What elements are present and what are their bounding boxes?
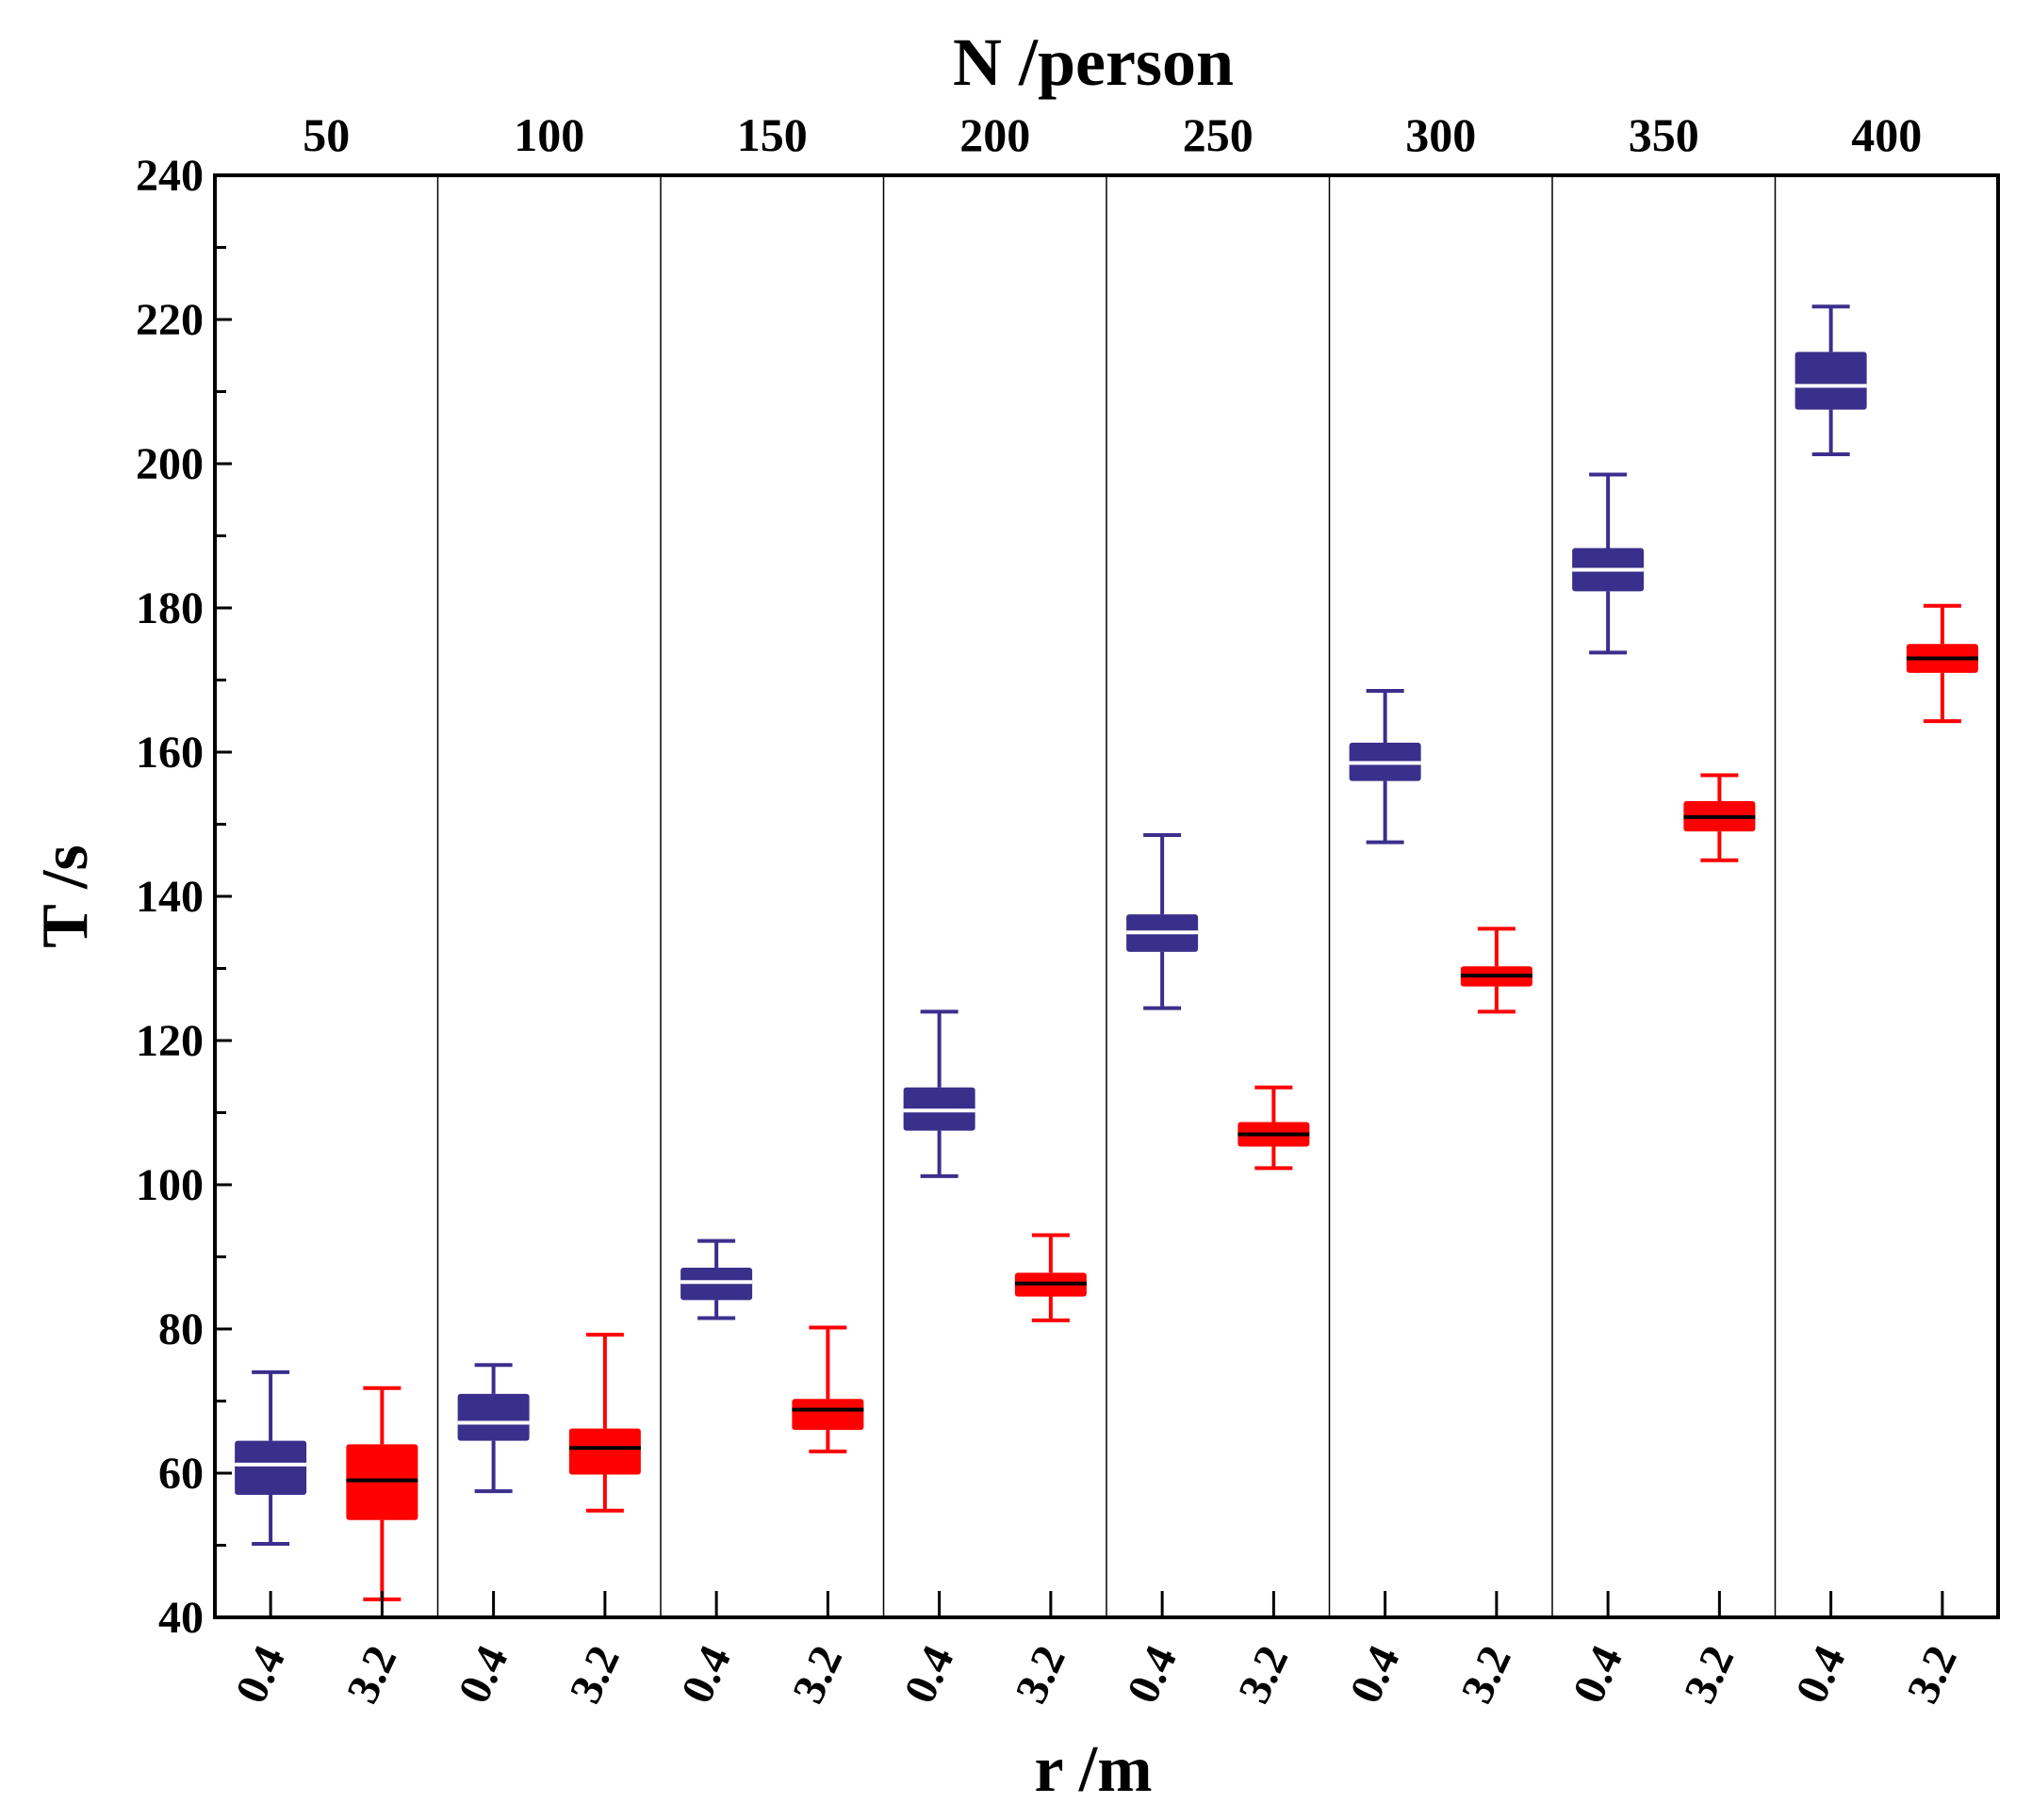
top-group-label: 400 — [1851, 108, 1922, 161]
y-tick-label: 160 — [136, 728, 204, 778]
x-tick-label: 0.4 — [1340, 1638, 1409, 1711]
x-tick-label: 0.4 — [226, 1638, 295, 1711]
top-group-label: 300 — [1405, 108, 1476, 161]
box-iqr — [792, 1399, 864, 1431]
x-tick-label: 0.4 — [449, 1638, 517, 1711]
x-tick-label: 0.4 — [672, 1638, 741, 1711]
y-tick-label: 40 — [158, 1593, 204, 1643]
box-iqr — [235, 1440, 307, 1495]
x-tick-label: 3.2 — [1675, 1638, 1744, 1711]
box-iqr — [568, 1428, 641, 1475]
top-axis-title: N /person — [953, 25, 1234, 100]
boxes — [235, 304, 1978, 1601]
axes — [213, 173, 2000, 1619]
top-group-label: 350 — [1629, 108, 1699, 161]
y-tick-label: 180 — [136, 583, 204, 633]
top-group-label: 100 — [514, 108, 584, 161]
y-axis-title: T /s — [29, 844, 102, 948]
y-tick-label: 200 — [136, 439, 204, 489]
x-tick-label: 0.4 — [894, 1638, 963, 1711]
top-group-label: 250 — [1183, 108, 1254, 161]
y-tick-label: 240 — [136, 151, 204, 201]
y-tick-label: 60 — [158, 1449, 204, 1499]
box-iqr — [457, 1393, 530, 1441]
x-tick-label: 0.4 — [1786, 1638, 1855, 1711]
y-tick-label: 80 — [158, 1304, 204, 1354]
x-tick-label: 0.4 — [1118, 1638, 1187, 1711]
x-axis-title: r /m — [1034, 1733, 1152, 1806]
x-tick-label: 3.2 — [337, 1638, 406, 1711]
group-dividers — [436, 175, 1777, 1617]
y-tick-label: 120 — [136, 1016, 204, 1066]
x-tick-label: 3.2 — [1006, 1638, 1074, 1711]
top-group-label: 200 — [959, 108, 1030, 161]
x-tick-label: 3.2 — [1897, 1638, 1966, 1711]
x-tick-label: 0.4 — [1564, 1638, 1632, 1711]
y-tick-label: 140 — [136, 872, 204, 922]
x-tick-label: 3.2 — [1229, 1638, 1298, 1711]
labels: N /person r /m T /s 40 60 80 100 120 140 160 18… — [29, 25, 1967, 1806]
y-tick-label: 220 — [136, 295, 204, 345]
x-tick-label: 3.2 — [1451, 1638, 1520, 1711]
top-group-label: 150 — [737, 108, 808, 161]
box-iqr — [1794, 352, 1867, 410]
x-tick-label: 3.2 — [560, 1638, 629, 1711]
top-group-label: 50 — [303, 108, 350, 161]
x-tick-label: 3.2 — [783, 1638, 852, 1711]
y-tick-label: 100 — [136, 1160, 204, 1210]
